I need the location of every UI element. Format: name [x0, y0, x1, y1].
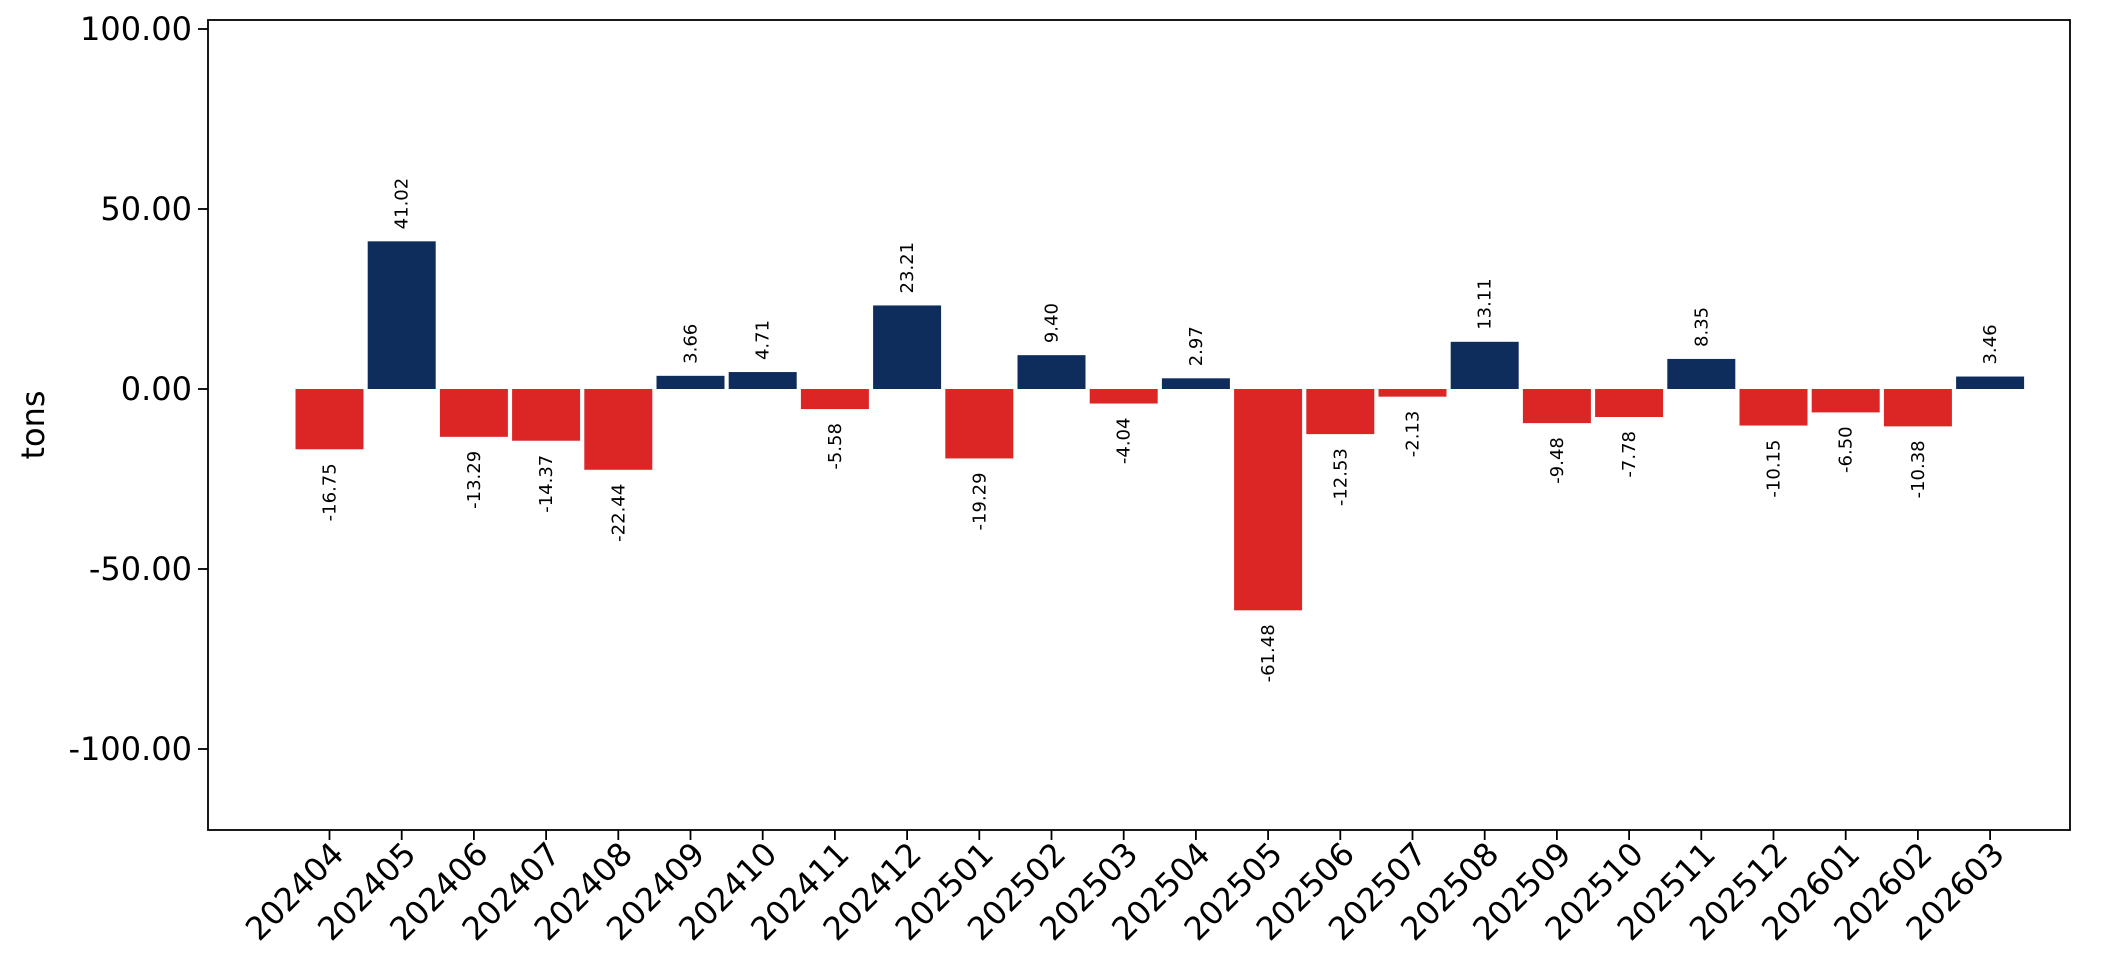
bar — [800, 389, 869, 410]
y-tick-label: -50.00 — [89, 550, 192, 588]
bar — [295, 389, 364, 450]
bar-value-label: 4.71 — [753, 320, 774, 360]
bar-value-label: -4.04 — [1114, 418, 1135, 465]
bar — [1522, 389, 1591, 424]
bar-value-label: -7.78 — [1619, 431, 1640, 478]
bar-value-label: -13.29 — [464, 451, 485, 509]
bar-value-label: 3.46 — [1980, 324, 2001, 364]
bar-value-label: -10.38 — [1908, 440, 1929, 498]
y-axis-label: tons — [14, 390, 52, 459]
bar — [1017, 355, 1086, 389]
bar-value-label: -2.13 — [1403, 411, 1424, 458]
bar-value-label: 8.35 — [1691, 307, 1712, 347]
bar-value-label: 9.40 — [1042, 303, 1063, 343]
bar — [1306, 389, 1375, 435]
bar-value-label: 13.11 — [1475, 278, 1496, 330]
bar — [728, 372, 797, 389]
y-tick-label: -100.00 — [68, 730, 192, 768]
bar — [656, 375, 725, 389]
bar — [584, 389, 653, 470]
bar-value-label: -12.53 — [1330, 448, 1351, 506]
bar-value-label: -5.58 — [825, 423, 846, 470]
bar — [367, 241, 436, 389]
bars-layer — [295, 241, 2025, 611]
bar-value-label: -22.44 — [608, 484, 629, 542]
bar — [1450, 341, 1519, 389]
bar-value-label: 23.21 — [897, 242, 918, 294]
bar — [1667, 358, 1736, 389]
bar-value-label: 2.97 — [1186, 326, 1207, 366]
plot-frame — [207, 19, 2071, 831]
bar-value-label: -6.50 — [1836, 426, 1857, 473]
bar — [1739, 389, 1808, 426]
bar — [1811, 389, 1880, 413]
bar — [1378, 389, 1447, 397]
y-tick-label: 0.00 — [121, 370, 192, 408]
bar-value-label: -16.75 — [320, 463, 341, 521]
bar — [1089, 389, 1158, 404]
bar — [1595, 389, 1664, 418]
bar — [512, 389, 581, 441]
data-labels-layer: -16.75 41.02 -13.29 -14.37 -22.44 3.66 4.71 -5.… — [320, 178, 2002, 683]
bar-value-label: -19.29 — [969, 472, 990, 530]
y-tick-label: 100.00 — [80, 10, 192, 48]
bar-value-label: 3.66 — [681, 324, 702, 364]
bar-value-label: -10.15 — [1764, 440, 1785, 498]
bar — [1161, 378, 1230, 389]
bar — [1956, 376, 2025, 389]
bar-value-label: 41.02 — [392, 178, 413, 230]
y-tick-label: 50.00 — [100, 190, 192, 228]
bar — [439, 389, 508, 437]
bar-value-label: -14.37 — [536, 455, 557, 513]
bar — [945, 389, 1014, 459]
y-axis: 100.00 50.00 0.00 -50.00 -100.00 — [68, 10, 208, 768]
bar-value-label: -9.48 — [1547, 437, 1568, 484]
bar-value-label: -61.48 — [1258, 624, 1279, 682]
bar — [1883, 389, 1952, 427]
bar — [1234, 389, 1303, 611]
bar — [873, 305, 942, 389]
